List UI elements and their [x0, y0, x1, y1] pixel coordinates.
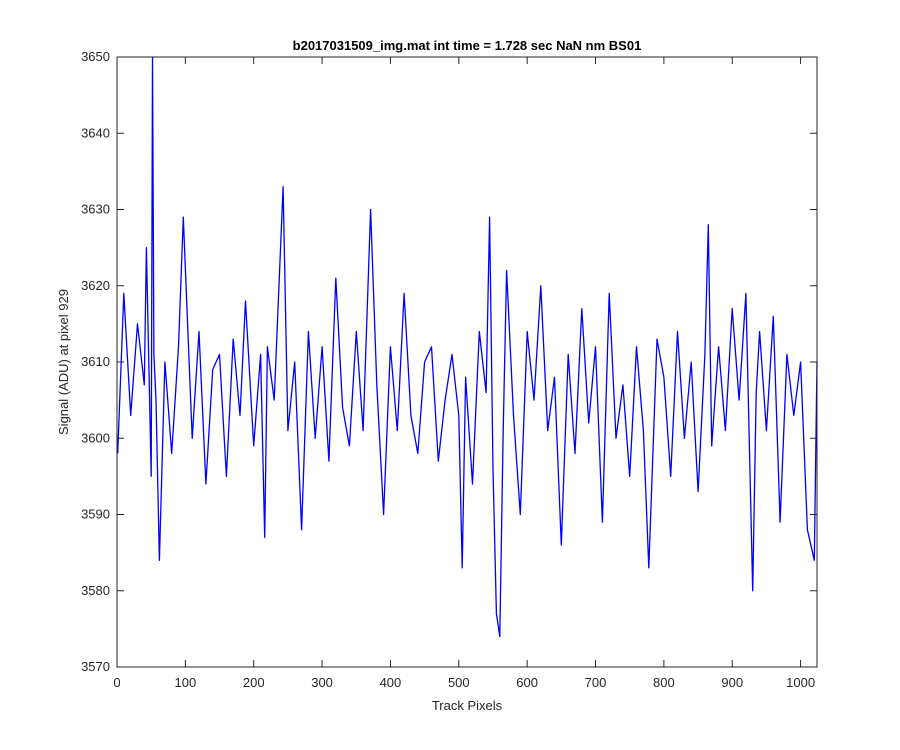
y-axis-label: Signal (ADU) at pixel 929	[56, 289, 71, 435]
plot-area	[117, 57, 817, 667]
y-tick-label: 3580	[81, 583, 110, 598]
x-tick-label: 200	[243, 675, 265, 690]
y-tick-label: 3600	[81, 430, 110, 445]
x-tick-label: 300	[311, 675, 333, 690]
x-tick-label: 800	[653, 675, 675, 690]
x-tick-label: 700	[585, 675, 607, 690]
x-tick-label: 1000	[786, 675, 815, 690]
y-tick-label: 3590	[81, 507, 110, 522]
x-axis-label: Track Pixels	[432, 698, 503, 713]
signal-series-line	[117, 56, 818, 638]
y-tick-label: 3650	[81, 49, 110, 64]
y-tick-label: 3640	[81, 125, 110, 140]
x-tick-label: 100	[175, 675, 197, 690]
x-tick-label: 600	[516, 675, 538, 690]
y-tick-label: 3620	[81, 278, 110, 293]
x-tick-label: 400	[380, 675, 402, 690]
x-tick-label: 900	[721, 675, 743, 690]
x-tick-label: 500	[448, 675, 470, 690]
axis-ticks: 0 100 200 300 400 500 600 700 800 900 1000 3570 3580…	[81, 49, 817, 690]
x-tick-label: 0	[113, 675, 120, 690]
chart-title: b2017031509_img.mat int time = 1.728 sec…	[293, 38, 642, 53]
axes-box	[116, 56, 818, 668]
y-tick-label: 3610	[81, 354, 110, 369]
y-tick-label: 3570	[81, 659, 110, 674]
y-tick-label: 3630	[81, 202, 110, 217]
